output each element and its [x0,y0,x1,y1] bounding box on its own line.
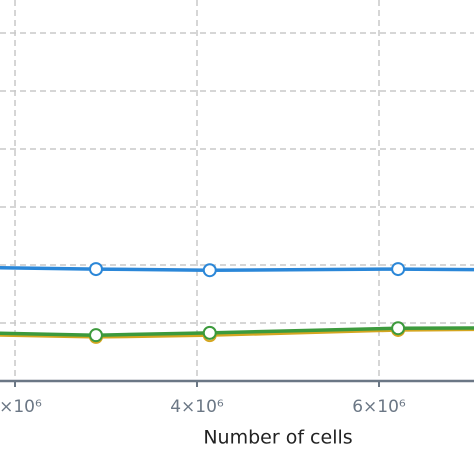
x-tick-label: 6×10⁶ [352,397,406,417]
x-tick-label: 4×10⁶ [170,397,224,417]
data-point [391,262,406,277]
data-point [202,263,217,278]
grid: 2×10⁶ 4×10⁶ 6×10⁶ [0,0,474,417]
data-point [391,321,406,336]
plot-area [0,262,474,344]
x-tick-label: 2×10⁶ [0,397,42,417]
x-axis-label: Number of cells [203,427,352,449]
data-point [89,262,104,277]
data-point [202,325,217,340]
data-point [89,328,104,343]
